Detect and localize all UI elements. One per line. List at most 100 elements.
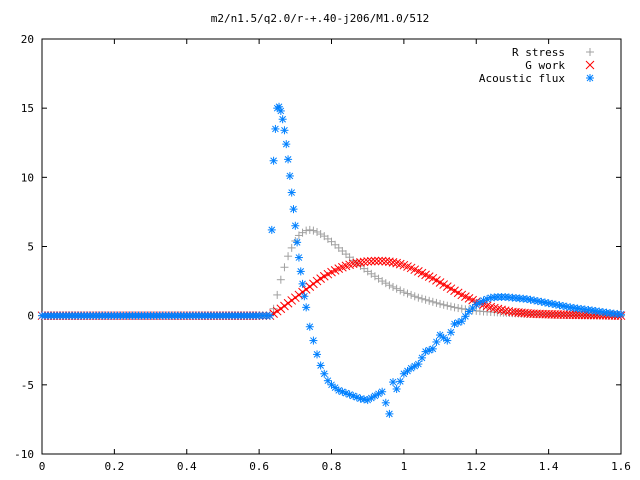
data-point xyxy=(352,393,361,402)
x-tick-label: 1 xyxy=(401,460,408,473)
data-point xyxy=(443,336,452,345)
data-point xyxy=(282,140,291,149)
data-point xyxy=(446,302,455,311)
y-tick-label: 15 xyxy=(21,102,34,115)
data-point xyxy=(305,225,314,234)
data-point xyxy=(269,156,278,165)
data-point xyxy=(309,336,318,345)
data-point xyxy=(287,243,296,252)
data-point xyxy=(313,227,322,236)
series-layer xyxy=(37,102,626,418)
legend-marker xyxy=(585,60,595,70)
data-point xyxy=(301,285,311,294)
data-point xyxy=(377,256,387,266)
data-point xyxy=(349,391,358,400)
data-point xyxy=(289,205,298,214)
data-point xyxy=(461,312,470,321)
data-point xyxy=(267,225,276,234)
data-point xyxy=(309,226,318,235)
data-point xyxy=(428,344,437,353)
data-point xyxy=(389,378,398,387)
x-tick-label: 1.4 xyxy=(539,460,559,473)
data-point xyxy=(285,171,294,180)
y-tick-label: 10 xyxy=(21,171,34,184)
data-point xyxy=(381,279,390,288)
y-tick-label: 20 xyxy=(21,33,34,46)
data-point xyxy=(454,318,463,327)
data-point xyxy=(293,238,302,247)
data-point xyxy=(378,277,387,286)
data-point xyxy=(493,304,503,314)
series-acoustic-flux xyxy=(38,102,625,418)
y-tick-label: -10 xyxy=(14,448,34,461)
data-point xyxy=(291,221,300,230)
data-point xyxy=(403,289,412,298)
data-point xyxy=(421,295,430,304)
data-point xyxy=(287,188,296,197)
data-point xyxy=(385,409,394,418)
data-point xyxy=(276,275,285,284)
data-point xyxy=(439,333,448,342)
x-tick-label: 0.8 xyxy=(322,460,342,473)
data-point xyxy=(298,279,307,288)
x-tick-label: 0.4 xyxy=(177,460,197,473)
legend-marker xyxy=(586,74,594,82)
data-point xyxy=(399,288,408,297)
x-tick-label: 0.6 xyxy=(249,460,269,473)
chart-title: m2/n1.5/q2.0/r-+.40-j206/M1.0/512 xyxy=(211,12,430,25)
data-point xyxy=(425,296,434,305)
data-point xyxy=(280,126,289,135)
data-point xyxy=(450,319,459,328)
data-point xyxy=(278,115,287,124)
data-point xyxy=(284,252,293,261)
y-tick-label: 5 xyxy=(27,241,34,254)
x-tick-label: 1.2 xyxy=(466,460,486,473)
data-point xyxy=(385,281,394,290)
data-point xyxy=(396,286,405,295)
data-point xyxy=(428,297,437,306)
data-point xyxy=(316,230,325,239)
data-point xyxy=(450,303,459,312)
data-point xyxy=(483,295,492,304)
data-point xyxy=(436,299,445,308)
data-point xyxy=(276,106,285,115)
data-point xyxy=(432,337,441,346)
data-point xyxy=(370,256,380,266)
data-point xyxy=(273,290,282,299)
data-point xyxy=(294,253,303,262)
y-tick-label: -5 xyxy=(21,379,34,392)
data-point xyxy=(298,228,307,237)
data-point xyxy=(457,304,466,313)
data-point xyxy=(294,290,304,300)
x-tick-label: 0.2 xyxy=(104,460,124,473)
data-point xyxy=(284,155,293,164)
data-point xyxy=(265,311,274,320)
data-point xyxy=(356,258,365,267)
data-point xyxy=(283,298,293,308)
legend-marker xyxy=(586,48,594,56)
data-point xyxy=(276,304,286,314)
data-point xyxy=(486,302,496,312)
data-point xyxy=(287,296,297,305)
data-point xyxy=(417,294,426,303)
legend-label: R stress xyxy=(512,46,565,59)
data-point xyxy=(414,293,423,302)
data-point xyxy=(280,301,289,311)
data-point xyxy=(381,398,390,407)
data-point xyxy=(290,293,300,303)
data-point xyxy=(305,282,315,291)
data-point xyxy=(439,300,448,309)
data-point xyxy=(296,267,305,276)
data-point xyxy=(454,304,463,313)
data-point xyxy=(396,377,405,386)
data-point xyxy=(392,384,401,393)
legend-label: G work xyxy=(525,59,565,72)
data-point xyxy=(410,292,419,301)
data-point xyxy=(366,256,376,266)
data-point xyxy=(407,290,416,299)
data-point xyxy=(302,226,311,235)
axes: 0 0.2 0.4 0.6 0.8 1 1.2 1.4 1.6 -10 -5 0 5 10 15 20 xyxy=(14,33,631,473)
data-point xyxy=(443,301,452,310)
